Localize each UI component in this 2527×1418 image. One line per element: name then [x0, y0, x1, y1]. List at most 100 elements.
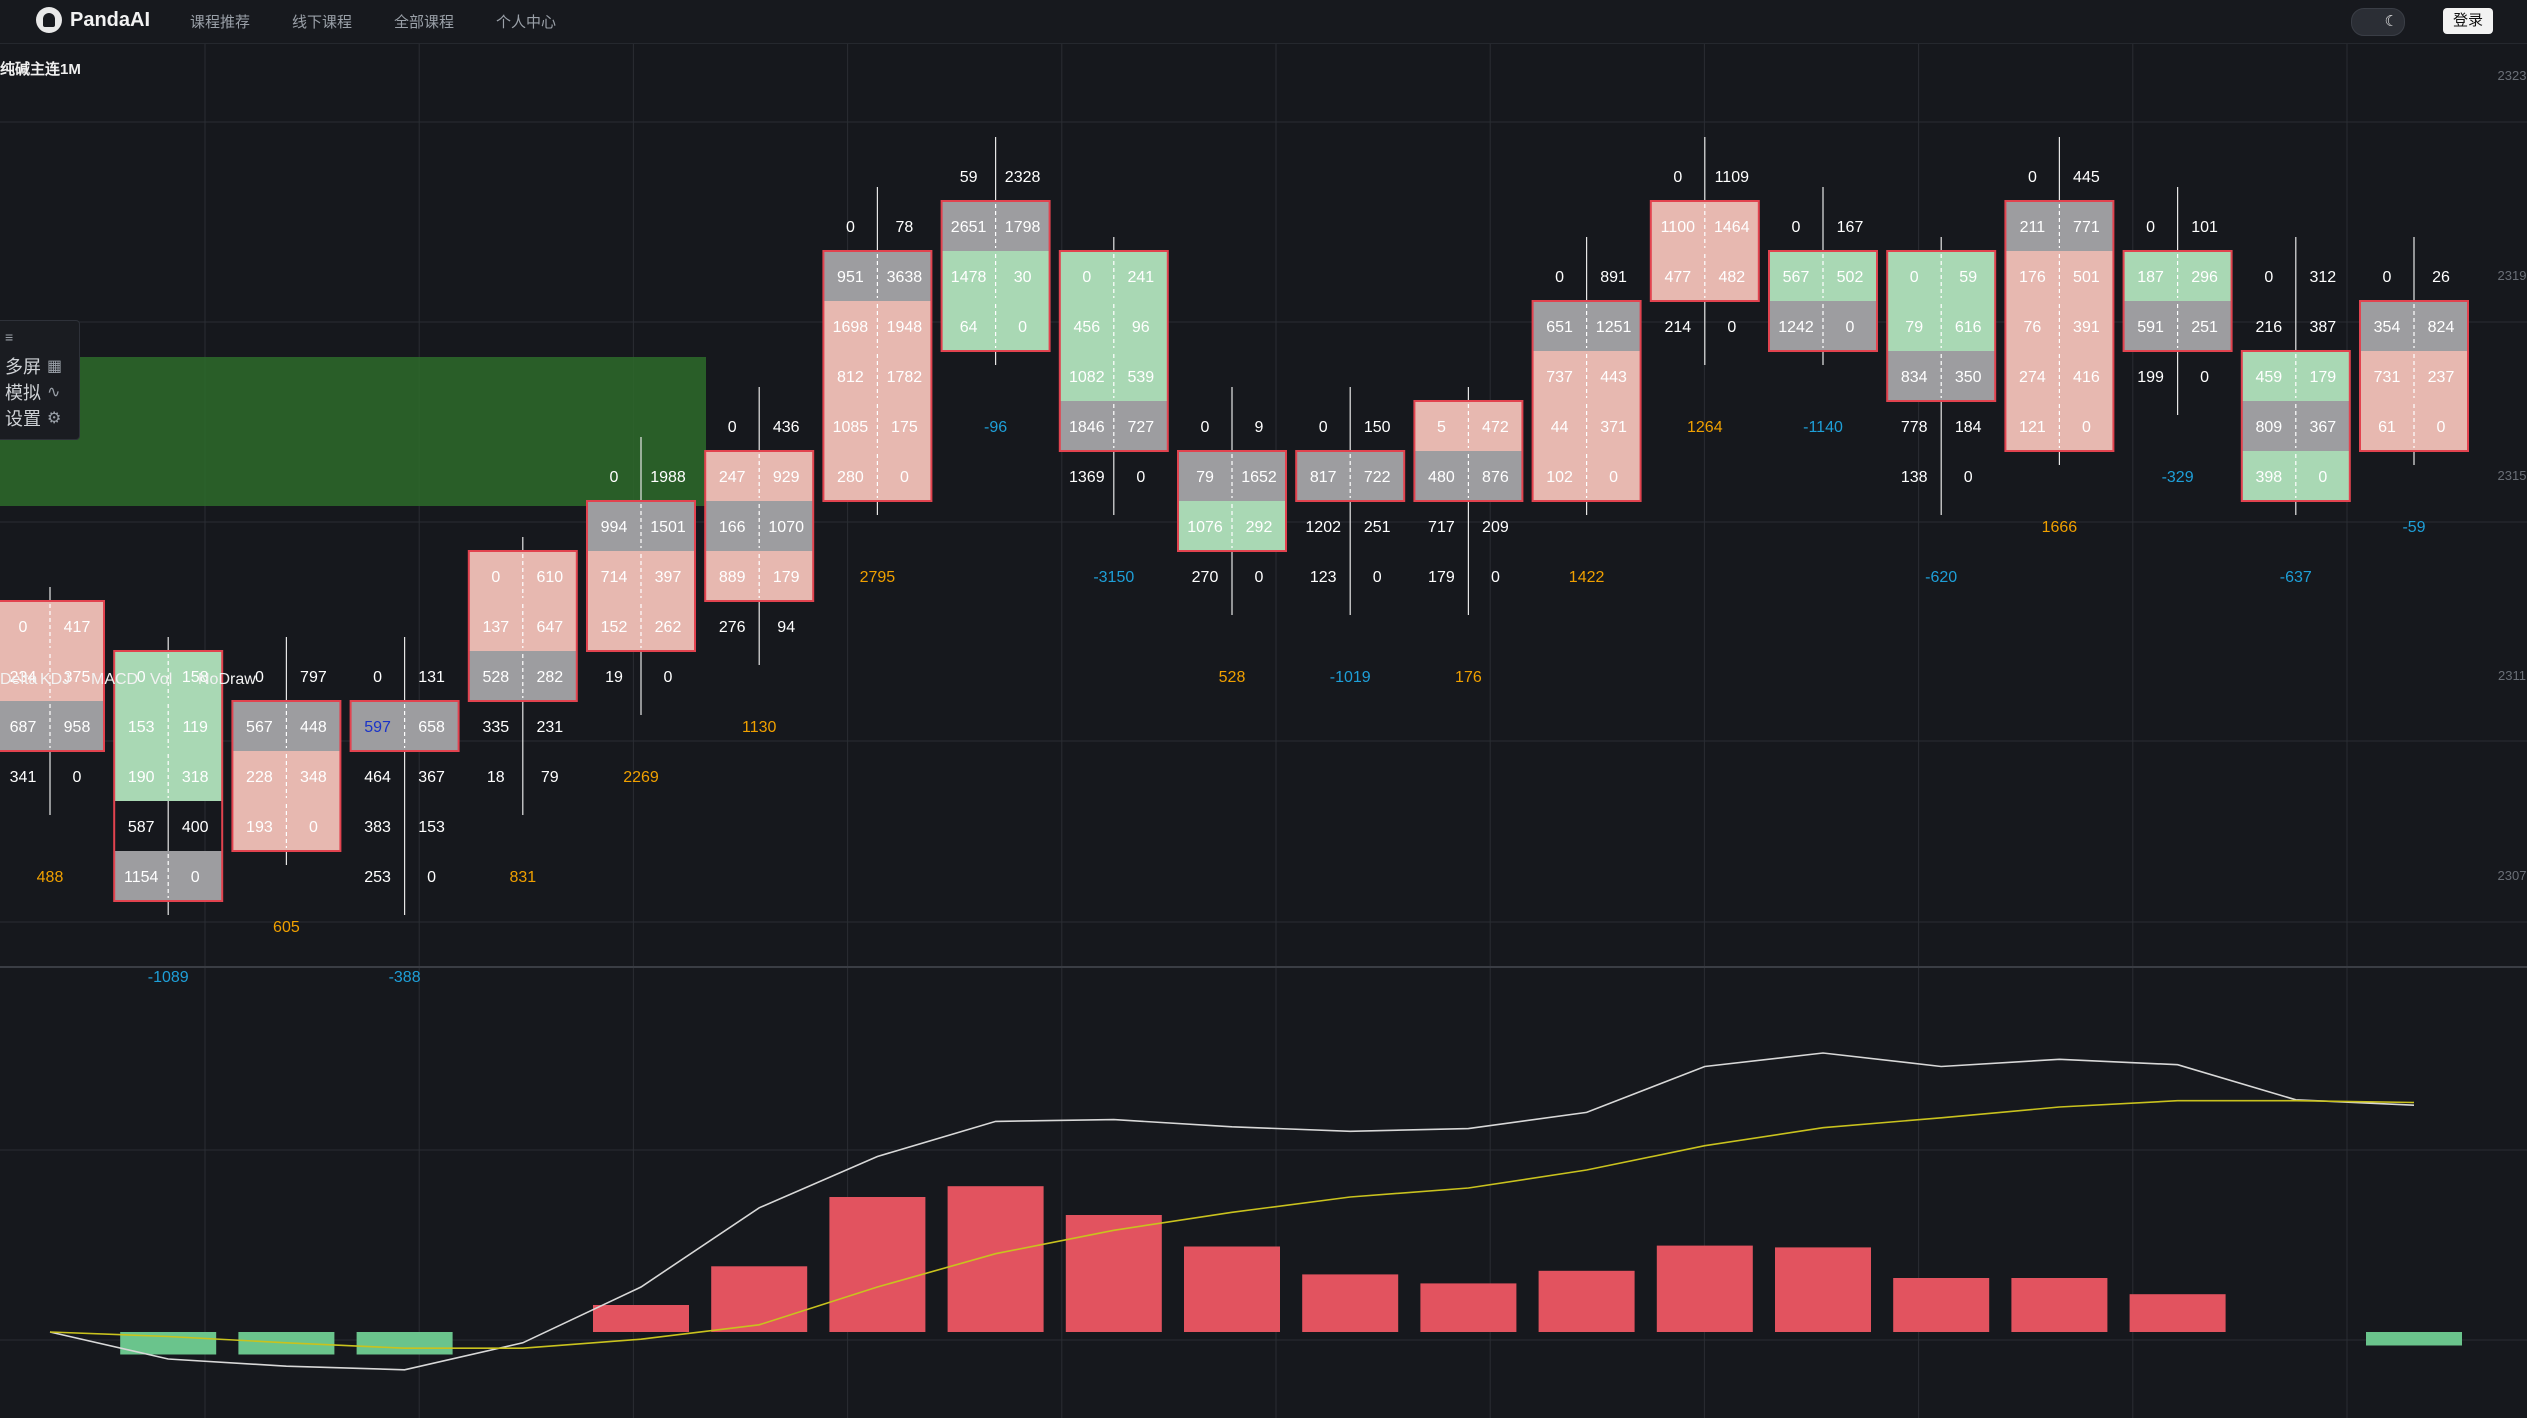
cell-ask-volume: 436 — [773, 419, 800, 436]
cell-ask-volume: 2328 — [1005, 169, 1041, 186]
cell-ask-volume: 0 — [664, 669, 673, 686]
brand-logo[interactable]: PandaAI — [36, 7, 150, 33]
cell-bid-volume: 61 — [2378, 419, 2396, 436]
cell-ask-volume: 397 — [655, 569, 682, 586]
cell-ask-volume: 30 — [1014, 269, 1032, 286]
cell-ask-volume: 448 — [300, 719, 327, 736]
cell-bid-volume: 951 — [837, 269, 864, 286]
cell-bid-volume: 477 — [1664, 269, 1691, 286]
bar-body-outline — [2240, 350, 2351, 502]
footprint-cell — [0, 651, 104, 701]
cell-bid-volume: 137 — [482, 619, 509, 636]
cell-ask-volume: 472 — [1482, 419, 1509, 436]
bar-delta: 605 — [273, 919, 300, 936]
bar-delta: -3150 — [1093, 569, 1134, 586]
cell-ask-volume: 175 — [891, 419, 918, 436]
macd-histogram-bar — [1065, 1215, 1162, 1332]
cell-bid-volume: 5 — [1437, 419, 1446, 436]
footprint-cell — [0, 701, 104, 751]
cell-bid-volume: 1698 — [833, 319, 869, 336]
cell-bid-volume: 153 — [128, 719, 155, 736]
macd-histogram-bar — [1302, 1274, 1399, 1332]
bar-delta: -59 — [2402, 519, 2425, 536]
cell-ask-volume: 958 — [64, 719, 91, 736]
cell-bid-volume: 152 — [601, 619, 628, 636]
indicator-option: NoDraw — [198, 671, 256, 688]
brand-name: PandaAI — [70, 8, 151, 31]
simulate-label: 模拟 — [5, 383, 41, 403]
bar-body-outline — [1295, 450, 1406, 502]
bar-delta: -620 — [1925, 569, 1957, 586]
macd-histogram-bar — [2366, 1332, 2462, 1346]
nav-offline-course[interactable]: 线下课程 — [292, 14, 353, 31]
cell-ask-volume: 153 — [418, 819, 445, 836]
bar-body-outline — [704, 450, 815, 602]
cell-ask-volume: 251 — [2191, 319, 2218, 336]
cell-bid-volume: 459 — [2255, 369, 2282, 386]
nav-all-courses[interactable]: 全部课程 — [394, 14, 455, 31]
bar-delta: 1666 — [2042, 519, 2078, 536]
cell-bid-volume: 0 — [2264, 269, 2273, 286]
cell-bid-volume: 190 — [128, 769, 155, 786]
bar-delta: -637 — [2280, 569, 2312, 586]
cell-ask-volume: 1464 — [1714, 219, 1750, 236]
cell-ask-volume: 184 — [1955, 419, 1982, 436]
cell-bid-volume: 1202 — [1305, 519, 1341, 536]
cell-ask-volume: 367 — [2309, 419, 2336, 436]
cell-ask-volume: 0 — [2437, 419, 2446, 436]
cell-bid-volume: 59 — [960, 169, 978, 186]
bar-delta: 528 — [1219, 669, 1246, 686]
cell-ask-volume: 0 — [1136, 469, 1145, 486]
bar-body-outline — [349, 700, 460, 752]
cell-ask-volume: 0 — [1373, 569, 1382, 586]
cell-ask-volume: 1652 — [1241, 469, 1277, 486]
bar-body-outline — [113, 650, 224, 902]
cell-bid-volume: 0 — [373, 669, 382, 686]
price-axis-label: 2319 — [2498, 268, 2527, 283]
nav-course-recommend[interactable]: 课程推荐 — [190, 14, 251, 31]
cell-bid-volume: 687 — [10, 719, 37, 736]
cell-bid-volume: 597 — [364, 719, 391, 736]
bar-body-outline — [2122, 250, 2233, 352]
menu-icon[interactable]: ≡ — [5, 329, 14, 345]
cell-bid-volume: 714 — [601, 569, 628, 586]
cell-bid-volume: 456 — [1073, 319, 1100, 336]
macd-histogram-bar — [1420, 1283, 1517, 1332]
cell-bid-volume: 211 — [2020, 219, 2046, 236]
bar-body-outline — [1413, 400, 1524, 502]
cell-bid-volume: 247 — [719, 469, 746, 486]
cell-bid-volume: 276 — [719, 619, 746, 636]
settings-button[interactable]: 设置 ⚙ — [5, 405, 61, 431]
cell-ask-volume: 482 — [1718, 269, 1745, 286]
cell-bid-volume: 44 — [1551, 419, 1569, 436]
macd-histogram-bar — [1775, 1247, 1871, 1332]
cell-ask-volume: 1251 — [1596, 319, 1632, 336]
cell-bid-volume: 2651 — [951, 219, 987, 236]
cell-ask-volume: 722 — [1364, 469, 1391, 486]
indicator-option: Delta — [0, 671, 37, 688]
nav-user-center[interactable]: 个人中心 — [496, 14, 557, 31]
cell-ask-volume: 167 — [1837, 219, 1864, 236]
cell-bid-volume: 1076 — [1187, 519, 1223, 536]
cell-bid-volume: 138 — [1901, 469, 1928, 486]
macd-histogram-bar — [356, 1332, 453, 1355]
moon-icon: ☾ — [2384, 13, 2398, 30]
indicator-option: Vol — [150, 671, 172, 688]
macd-histogram-bar — [711, 1266, 808, 1332]
cell-ask-volume: 0 — [309, 819, 318, 836]
login-button[interactable]: 登录 — [2443, 8, 2493, 34]
cell-ask-volume: 367 — [418, 769, 445, 786]
macd-dif-line — [49, 1052, 2415, 1371]
cell-ask-volume: 0 — [900, 469, 909, 486]
footprint-chart-area[interactable]: 2323 2319 2315 2311 2307 0 417 234 375 687 958 341 0… — [0, 44, 2527, 1418]
cell-bid-volume: 335 — [482, 719, 509, 736]
multi-screen-button[interactable]: 多屏 ▦ — [5, 353, 62, 379]
bar-body-outline — [2359, 300, 2469, 452]
bar-delta: 1422 — [1569, 569, 1605, 586]
theme-toggle[interactable]: ☾ — [2351, 8, 2405, 36]
bar-delta: -329 — [2162, 469, 2194, 486]
macd-histogram-bar — [947, 1186, 1044, 1332]
simulate-button[interactable]: 模拟 ∿ — [5, 379, 60, 405]
cell-ask-volume: 158 — [182, 669, 209, 686]
